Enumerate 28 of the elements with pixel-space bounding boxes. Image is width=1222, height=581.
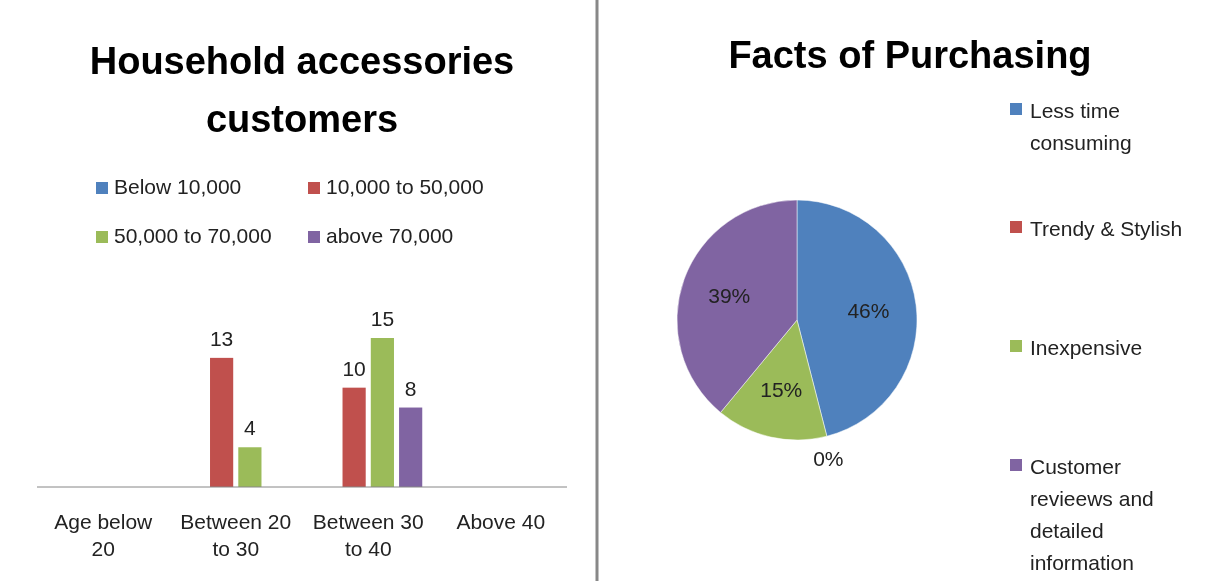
bar xyxy=(399,407,423,487)
text: 0% xyxy=(813,447,844,471)
x-tick-label: Above 40 xyxy=(456,510,546,533)
data-label: 15 xyxy=(370,307,395,330)
bar xyxy=(342,387,366,487)
legend-label: Less time consuming xyxy=(1030,99,1132,154)
bar xyxy=(370,338,394,487)
bar xyxy=(210,357,234,487)
chart-title: Household accessories customers xyxy=(89,40,515,140)
data-label: 8 xyxy=(404,376,417,400)
legend-label: above 70,000 xyxy=(326,224,454,247)
legend-label: 10,000 to 50,000 xyxy=(326,175,484,198)
x-tick-label: Between 20 to 30 xyxy=(180,510,292,560)
legend-label: Inexpensive xyxy=(1030,336,1143,359)
data-label: 15% xyxy=(760,378,803,402)
data-label: 13 xyxy=(209,326,234,350)
data-label: 4 xyxy=(244,416,257,440)
bar xyxy=(238,447,262,487)
data-label: 10 xyxy=(342,356,366,380)
x-tick-label: Between 30 to 40 xyxy=(312,510,424,560)
legend-label: 50,000 to 70,000 xyxy=(114,224,272,247)
legend-label: Customer revieews and detailed information xyxy=(1030,455,1154,574)
data-label: 39% xyxy=(708,283,751,307)
x-tick-label: Age below 20 xyxy=(54,510,154,560)
chart-title: Facts of Purchasing xyxy=(728,34,1092,76)
legend-label: Trendy & Stylish xyxy=(1030,217,1183,240)
data-label: 46% xyxy=(847,298,890,322)
legend-label: Below 10,000 xyxy=(114,175,242,198)
